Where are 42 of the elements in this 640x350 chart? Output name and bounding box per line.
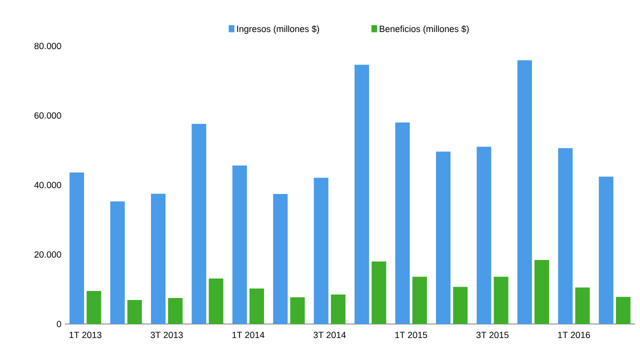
bar: [534, 260, 550, 324]
x-tick-label: 1T 2016: [558, 332, 590, 338]
bar: [436, 152, 451, 324]
y-tick-label: 0: [56, 320, 62, 328]
y-tick-label: 40.000: [34, 182, 62, 188]
x-tick-label: 3T 2015: [476, 332, 509, 338]
bar: [168, 298, 183, 324]
x-tick-label: 1T 2014: [232, 332, 264, 338]
bar: [558, 148, 573, 324]
bar: [86, 290, 102, 324]
x-tick-label: 3T 2014: [314, 332, 346, 338]
bar: [290, 297, 305, 324]
x-tick-label: 1T 2013: [70, 332, 102, 338]
bar: [476, 146, 492, 324]
y-tick-label: 80.000: [34, 42, 62, 50]
x-tick-label: 3T 2013: [150, 332, 183, 338]
bar: [314, 178, 328, 324]
bar: [330, 294, 346, 324]
bar: [598, 176, 614, 324]
bar: [372, 261, 386, 324]
bar: [517, 60, 532, 324]
bar: [208, 278, 224, 324]
bar: [453, 286, 468, 324]
bar: [395, 122, 410, 324]
y-tick-label: 20.000: [34, 251, 62, 258]
x-tick-label: 1T 2015: [395, 332, 428, 338]
legend-label: Ingresos (millones $): [237, 25, 320, 34]
bar: [412, 276, 427, 324]
bar: [273, 194, 288, 324]
bar: [127, 300, 142, 324]
bar: [354, 64, 370, 324]
y-tick-label: 60.000: [34, 112, 62, 119]
bar: [150, 194, 166, 324]
bar: [250, 288, 264, 324]
bar: [232, 166, 247, 324]
bar: [494, 276, 508, 324]
legend-label: Beneficios (millones $): [380, 25, 469, 34]
bar: [575, 288, 590, 324]
bar: [192, 124, 206, 324]
bar: [616, 296, 630, 324]
bar: [110, 201, 125, 324]
bar: [70, 172, 84, 324]
